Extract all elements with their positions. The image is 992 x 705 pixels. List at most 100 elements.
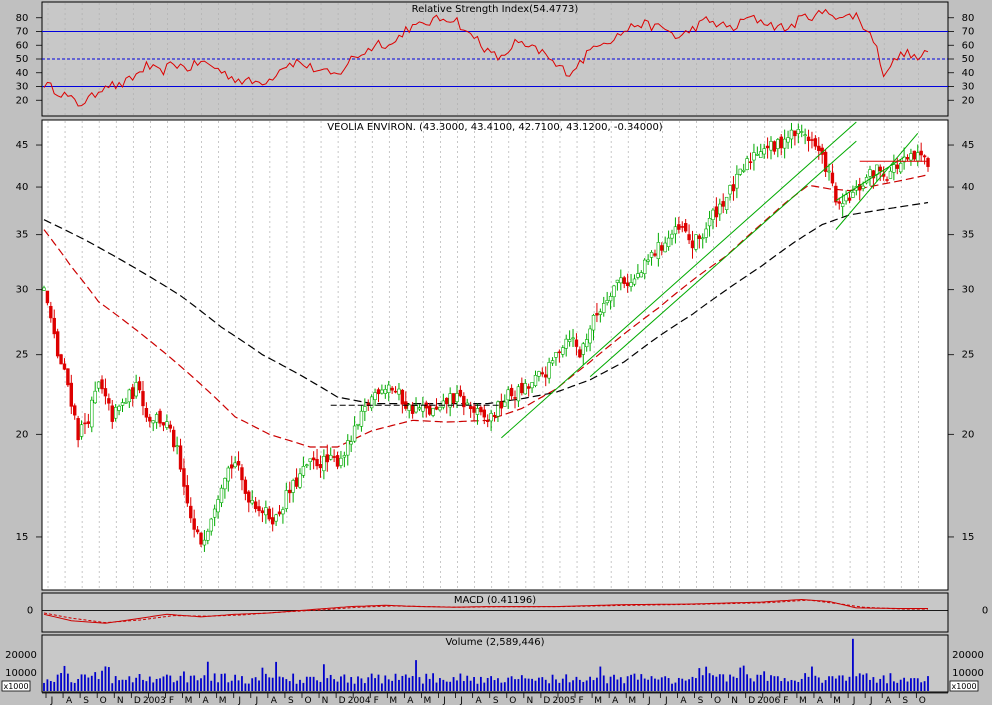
price-tick-label-right: 35 (962, 230, 975, 241)
price-title: VEOLIA ENVIRON. (43.3000, 43.4100, 42.71… (327, 122, 663, 133)
x-axis-month-label: J (50, 696, 54, 705)
volume-bar (807, 676, 810, 691)
rsi-tick-label-right: 30 (962, 82, 975, 93)
candle-body (96, 381, 101, 389)
volume-bar (828, 676, 830, 691)
volume-bar (84, 674, 86, 691)
candle-body (83, 422, 87, 425)
candle-body (663, 242, 667, 253)
x-axis-month-label: A (271, 696, 278, 705)
volume-bar (377, 674, 380, 691)
volume-bar (343, 674, 346, 691)
candle-body (298, 473, 302, 488)
volume-bar (363, 683, 366, 691)
volume-bar (623, 683, 626, 691)
volume-bar (179, 675, 182, 691)
volume-bar (715, 676, 718, 691)
volume-bar (138, 674, 141, 691)
volume-bar (452, 677, 455, 691)
candle-body (813, 138, 818, 147)
rsi-tick-label-right: 40 (962, 68, 975, 79)
volume-bar (469, 680, 472, 691)
candle-body (503, 401, 507, 407)
candle-body (175, 445, 179, 448)
volume-bar (186, 682, 189, 691)
volume-bar (677, 677, 680, 691)
candle-body (445, 397, 449, 405)
candle-body (837, 201, 841, 204)
volume-bar (449, 681, 452, 691)
volume-bar (370, 673, 373, 691)
volume-bar (398, 679, 400, 691)
x-axis-month-label: A (407, 696, 414, 705)
volume-bar (346, 682, 349, 691)
candle-body (311, 457, 316, 461)
volume-bar (466, 675, 469, 691)
x-axis-month-label: M (185, 696, 193, 705)
volume-bar (889, 673, 892, 691)
volume-bar (90, 675, 93, 691)
volume-bar (602, 675, 605, 691)
candle-body (69, 382, 74, 407)
candle-body (919, 150, 923, 156)
volume-bar (596, 677, 598, 691)
volume-bar (148, 676, 151, 691)
volume-bar (316, 680, 318, 691)
rsi-tick-label-left: 20 (16, 95, 29, 106)
candle-body (387, 384, 391, 393)
volume-tick-label-left: 20000 (5, 650, 37, 661)
candle-body (537, 371, 541, 377)
volume-bar (135, 677, 138, 691)
volume-bar (585, 680, 588, 691)
candle-body (137, 381, 142, 391)
volume-bar (285, 679, 288, 691)
x-axis-month-label: M (219, 696, 227, 705)
candle-body (291, 480, 295, 493)
candle-body (755, 153, 760, 156)
candle-body (595, 313, 599, 316)
candle-body (281, 509, 285, 515)
candle-body (557, 351, 562, 354)
candle-body (393, 390, 398, 393)
candle-body (462, 395, 466, 408)
x-axis-month-label: F (578, 696, 583, 705)
candle-body (619, 277, 623, 284)
x-axis-month-label: A (817, 696, 824, 705)
volume-bar (698, 668, 701, 691)
volume-bar (753, 681, 755, 691)
volume-bar (473, 677, 475, 691)
volume-bar (766, 680, 769, 691)
volume-bar (268, 677, 271, 691)
rsi-line (43, 8, 929, 107)
volume-bar (572, 680, 574, 691)
candle-body (724, 196, 729, 210)
volume-bar (582, 681, 585, 691)
macd-title: MACD (0.41196) (454, 595, 536, 606)
volume-bar (510, 676, 513, 691)
volume-bar (73, 682, 76, 691)
volume-bar (906, 681, 909, 691)
candle-body (93, 390, 97, 404)
candle-body (868, 169, 872, 177)
candle-body (540, 372, 545, 375)
volume-bar (575, 676, 578, 691)
volume-bar (841, 675, 844, 691)
candle-body (858, 184, 862, 191)
x-axis-month-label: O (714, 696, 721, 705)
rsi-tick-label-left: 60 (16, 40, 29, 51)
volume-bar (203, 675, 206, 691)
candle-body (352, 425, 357, 442)
rsi-chart: 20 20 30 30 40 40 50 50 60 60 70 70 80 80 (16, 8, 975, 107)
candle-body (59, 354, 63, 365)
x-axis-month-label: N (117, 696, 124, 705)
volume-bar (271, 677, 274, 691)
volume-bar (862, 674, 865, 691)
x-axis-month-label: S (83, 696, 89, 705)
volume-tick-label-left: 10000 (5, 668, 37, 679)
volume-bar (247, 683, 250, 691)
price-tick-label-left: 20 (16, 429, 29, 440)
candle-body (499, 401, 504, 409)
candle-body (206, 530, 210, 541)
volume-bar (688, 679, 690, 691)
